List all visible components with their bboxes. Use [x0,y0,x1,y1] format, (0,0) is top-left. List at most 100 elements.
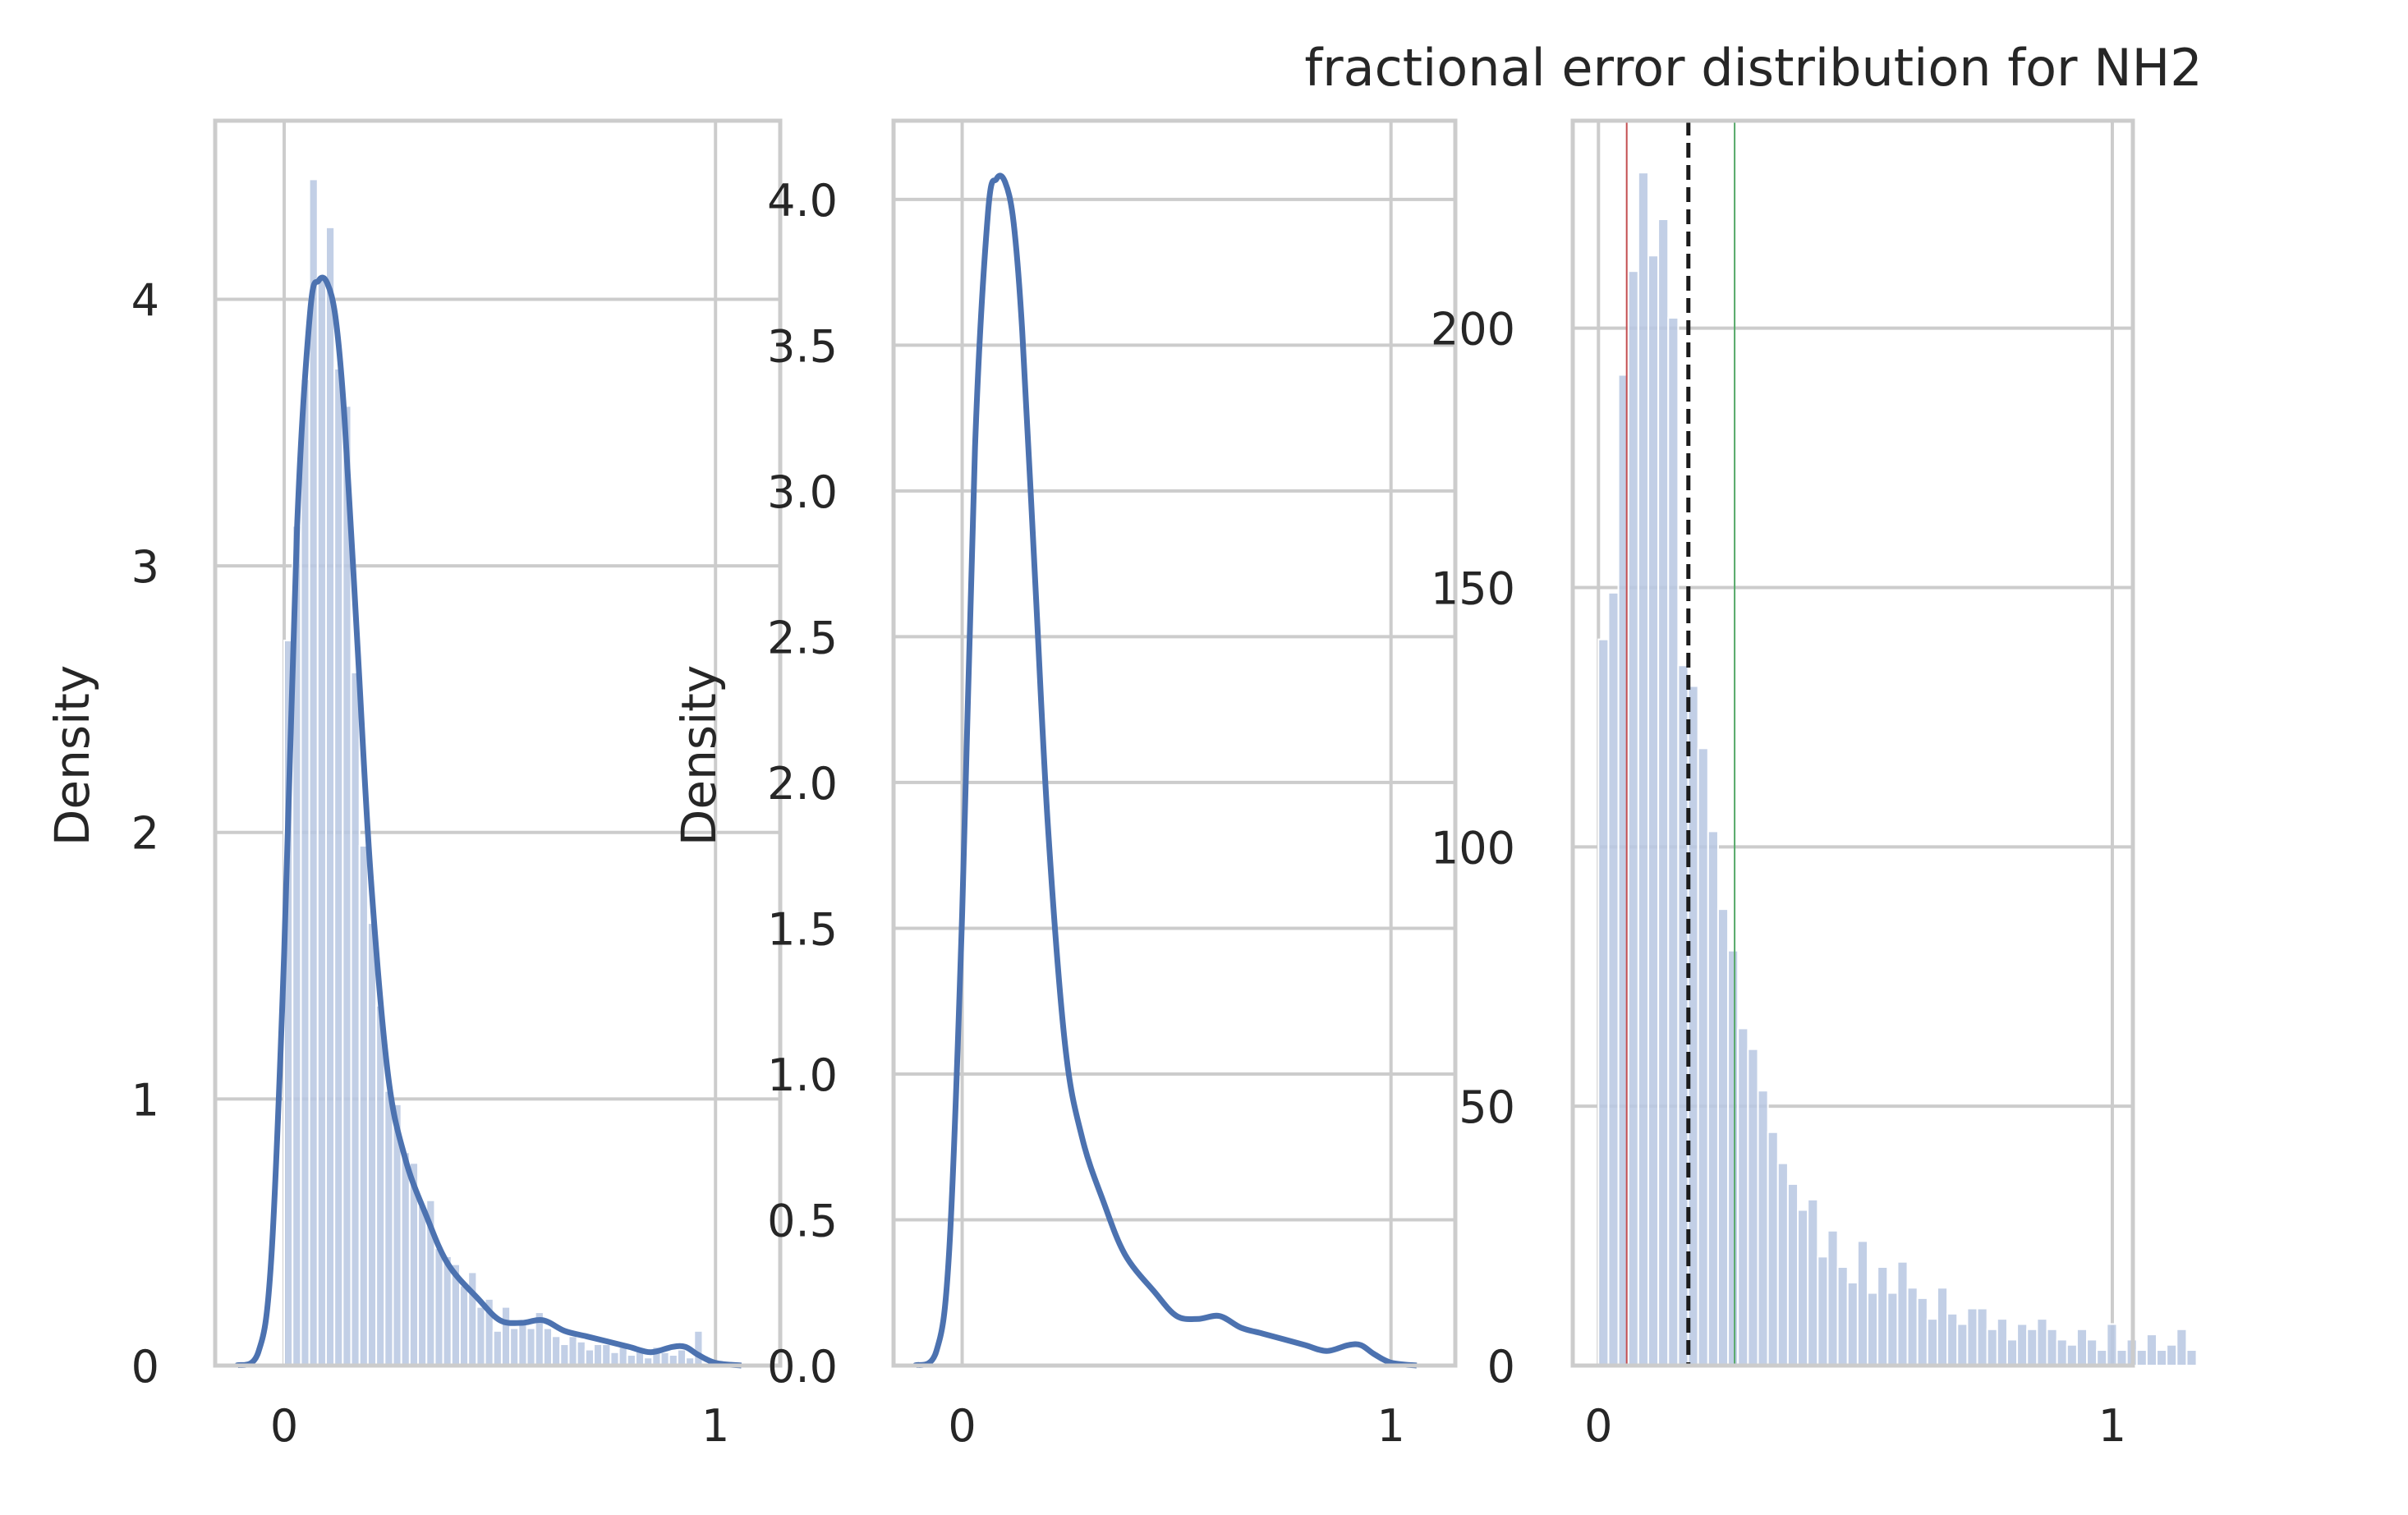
histogram-bar [1807,1198,1819,1367]
kde-curve [235,274,742,1369]
y-tick-label: 0.0 [767,1341,838,1393]
histogram-bar [601,1343,612,1367]
histogram-bar [618,1346,628,1367]
y-tick-label: 1.0 [767,1049,838,1101]
histogram-bar [476,1306,486,1366]
histogram-bar [1737,1027,1749,1366]
y-tick-label: 2 [131,808,159,860]
histogram-bar [1657,218,1670,1366]
histogram-bar [350,671,361,1366]
histogram-bar [509,1327,520,1367]
histogram-bar [2106,1323,2118,1367]
histogram-bar [1757,1090,1769,1366]
y-tick-label: 200 [1431,304,1515,356]
histogram-bar [2156,1349,2168,1367]
histogram-bar [1946,1312,1959,1367]
histogram-bar [542,1327,554,1367]
kde-curve [913,172,1418,1369]
histogram-bar [1906,1287,1919,1366]
histogram-bar [1886,1292,1899,1366]
histogram-bar [316,277,327,1366]
chart-title: fractional error distribution for NH2 [1304,38,2202,98]
histogram-bar [400,1151,411,1367]
histogram-bar [2185,1349,2198,1367]
histogram-bar [526,1327,536,1367]
histogram-bar [1627,270,1639,1366]
x-tick-label: 0 [270,1400,298,1452]
x-tick-label: 1 [701,1400,729,1452]
y-axis-label-left: Density [44,665,100,847]
histogram-bar [366,922,378,1366]
histogram-bar [1976,1307,1988,1367]
histogram-bar [1647,255,1660,1367]
histogram-bar [2096,1349,2108,1367]
histogram-bar [1877,1265,1889,1366]
histogram-bar [576,1340,586,1366]
histogram-bar [1896,1260,1909,1366]
histogram-bar [2176,1328,2188,1366]
histogram-bar [693,1329,704,1366]
histogram-bar [417,1205,428,1367]
histogram-bar [2026,1328,2038,1366]
histogram-bar [2135,1349,2148,1367]
histogram-bar [568,1335,578,1367]
histogram-bar [1856,1240,1869,1367]
histogram-bar [676,1348,687,1366]
histogram-bar [593,1343,604,1367]
histogram-bar [492,1329,503,1366]
histogram-bar [2075,1328,2089,1366]
histogram-bar [1936,1287,1949,1366]
y-tick-label: 0 [1487,1341,1515,1393]
histogram-bar [1776,1162,1789,1367]
histogram-bar [458,1284,470,1367]
x-tick-label: 1 [2098,1400,2126,1452]
histogram-bar [1707,830,1719,1366]
histogram-bar [584,1348,595,1366]
histogram-bar [1727,949,1739,1366]
y-tick-label: 150 [1431,563,1515,615]
histogram-bar [1667,317,1680,1366]
y-tick-label: 50 [1459,1081,1515,1133]
right-histogram-panel: 0 1 0 50 100 150 200 [1431,118,2198,1452]
y-tick-label: 1.5 [767,903,838,955]
histogram-bar [2016,1323,2029,1367]
histogram-bar [1797,1209,1809,1366]
histogram-bar [1836,1265,1849,1366]
histogram-bar [1916,1297,1928,1366]
histogram-bar [1926,1318,1938,1367]
plot-frame [213,118,783,1368]
histogram-bar [1867,1292,1879,1366]
histogram-bar [2046,1328,2058,1366]
x-tick-label: 1 [1376,1400,1404,1452]
x-tick-label: 0 [1584,1400,1612,1452]
histogram-bar [442,1255,453,1367]
plot-frame [891,118,1458,1368]
y-tick-label: 4 [131,274,159,326]
histogram-bar [1637,172,1649,1367]
histogram-bar [500,1306,512,1366]
histogram-bar [375,1004,386,1366]
histogram-bar [308,178,319,1366]
y-tick-label: 100 [1431,822,1515,874]
histogram-bar [384,1090,394,1366]
histogram-bar [2166,1343,2178,1366]
histogram-bar [434,1247,444,1367]
histogram-bar [2036,1318,2048,1367]
histogram-bar [1956,1323,1969,1367]
histogram-bar [333,367,344,1366]
histogram-bar [1817,1256,1829,1366]
left-density-panel: 0 1 0 1 2 3 4 [131,118,783,1452]
histogram-bar [1607,591,1620,1366]
histogram-bar [2006,1338,2019,1366]
histogram-bar [1827,1229,1839,1367]
y-tick-label: 0 [131,1341,159,1393]
histogram-bar [2086,1338,2098,1366]
histogram-bar [1846,1281,1859,1367]
histogram-bar [358,844,369,1366]
y-tick-label: 2.5 [767,612,838,663]
histogram-bar [1786,1182,1799,1366]
y-tick-label: 0.5 [767,1195,838,1246]
y-tick-label: 2.0 [767,758,838,810]
histogram-bar [324,226,336,1366]
